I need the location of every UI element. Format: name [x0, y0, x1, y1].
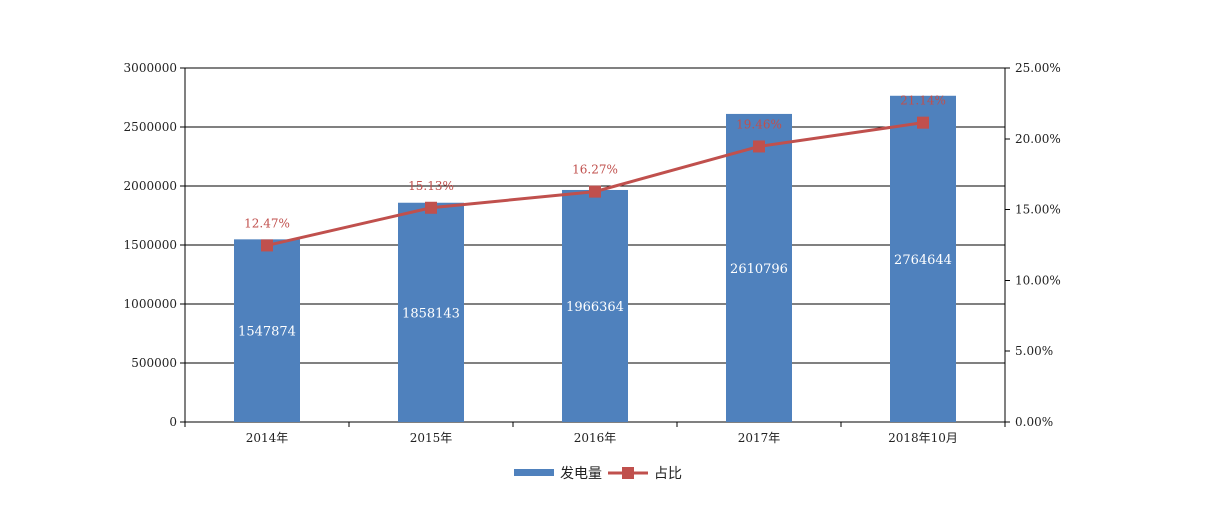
bar-data-label: 2610796 [730, 262, 788, 277]
x-tick-label: 2018年10月 [888, 431, 958, 445]
bar [890, 95, 956, 423]
bar-data-label: 1547874 [238, 325, 296, 340]
bar-layer [234, 95, 956, 423]
y-left-tick-label: 500000 [131, 356, 177, 370]
x-tick-label: 2015年 [410, 431, 453, 445]
y-left-tick-label: 0 [169, 415, 177, 429]
legend: 发电量 占比 [514, 466, 682, 482]
legend-line-label: 占比 [654, 466, 682, 482]
y-right-tick-label: 0.00% [1015, 415, 1053, 429]
line-layer [261, 116, 929, 252]
percent-marker [589, 185, 601, 198]
x-tick-label: 2017年 [738, 431, 781, 445]
percent-data-label: 21.14% [900, 94, 946, 108]
bar [398, 202, 464, 422]
x-tick-label: 2016年 [574, 431, 617, 445]
bar-data-label: 2764644 [894, 253, 952, 268]
percent-data-label: 15.13% [408, 179, 454, 193]
bar [726, 113, 792, 422]
percent-marker [425, 201, 437, 214]
y-left-tick-label: 2000000 [124, 179, 177, 193]
y-left-tick-label: 3000000 [124, 61, 177, 75]
bar [562, 189, 628, 422]
y-left-tick-label: 1500000 [124, 238, 177, 252]
y-left-tick-label: 1000000 [124, 297, 177, 311]
bar-data-label: 1966364 [566, 300, 624, 315]
bar [234, 239, 300, 422]
y-right-tick-label: 15.00% [1015, 203, 1061, 217]
x-tick-label: 2014年 [246, 431, 289, 445]
legend-bar-swatch [514, 469, 554, 476]
percent-marker [753, 140, 765, 153]
percent-data-label: 12.47% [244, 216, 290, 230]
percent-data-label: 19.46% [736, 117, 782, 131]
percent-marker [261, 239, 273, 252]
y-right-tick-label: 25.00% [1015, 61, 1061, 75]
y-right-tick-label: 20.00% [1015, 132, 1061, 146]
y-right-tick-label: 5.00% [1015, 344, 1053, 358]
label-layer: 1547874 1858143 1966364 2610796 2764644 12.47… [238, 94, 952, 340]
y-left-tick-label: 2500000 [124, 120, 177, 134]
axis-layer: 0 500000 1000000 1500000 2000000 2500000 30000… [124, 61, 1061, 445]
percent-data-label: 16.27% [572, 163, 618, 177]
legend-bar-label: 发电量 [560, 466, 602, 482]
legend-line-marker [622, 467, 634, 479]
y-right-tick-label: 10.00% [1015, 273, 1061, 287]
percent-marker [917, 116, 929, 129]
bar-data-label: 1858143 [402, 306, 460, 321]
